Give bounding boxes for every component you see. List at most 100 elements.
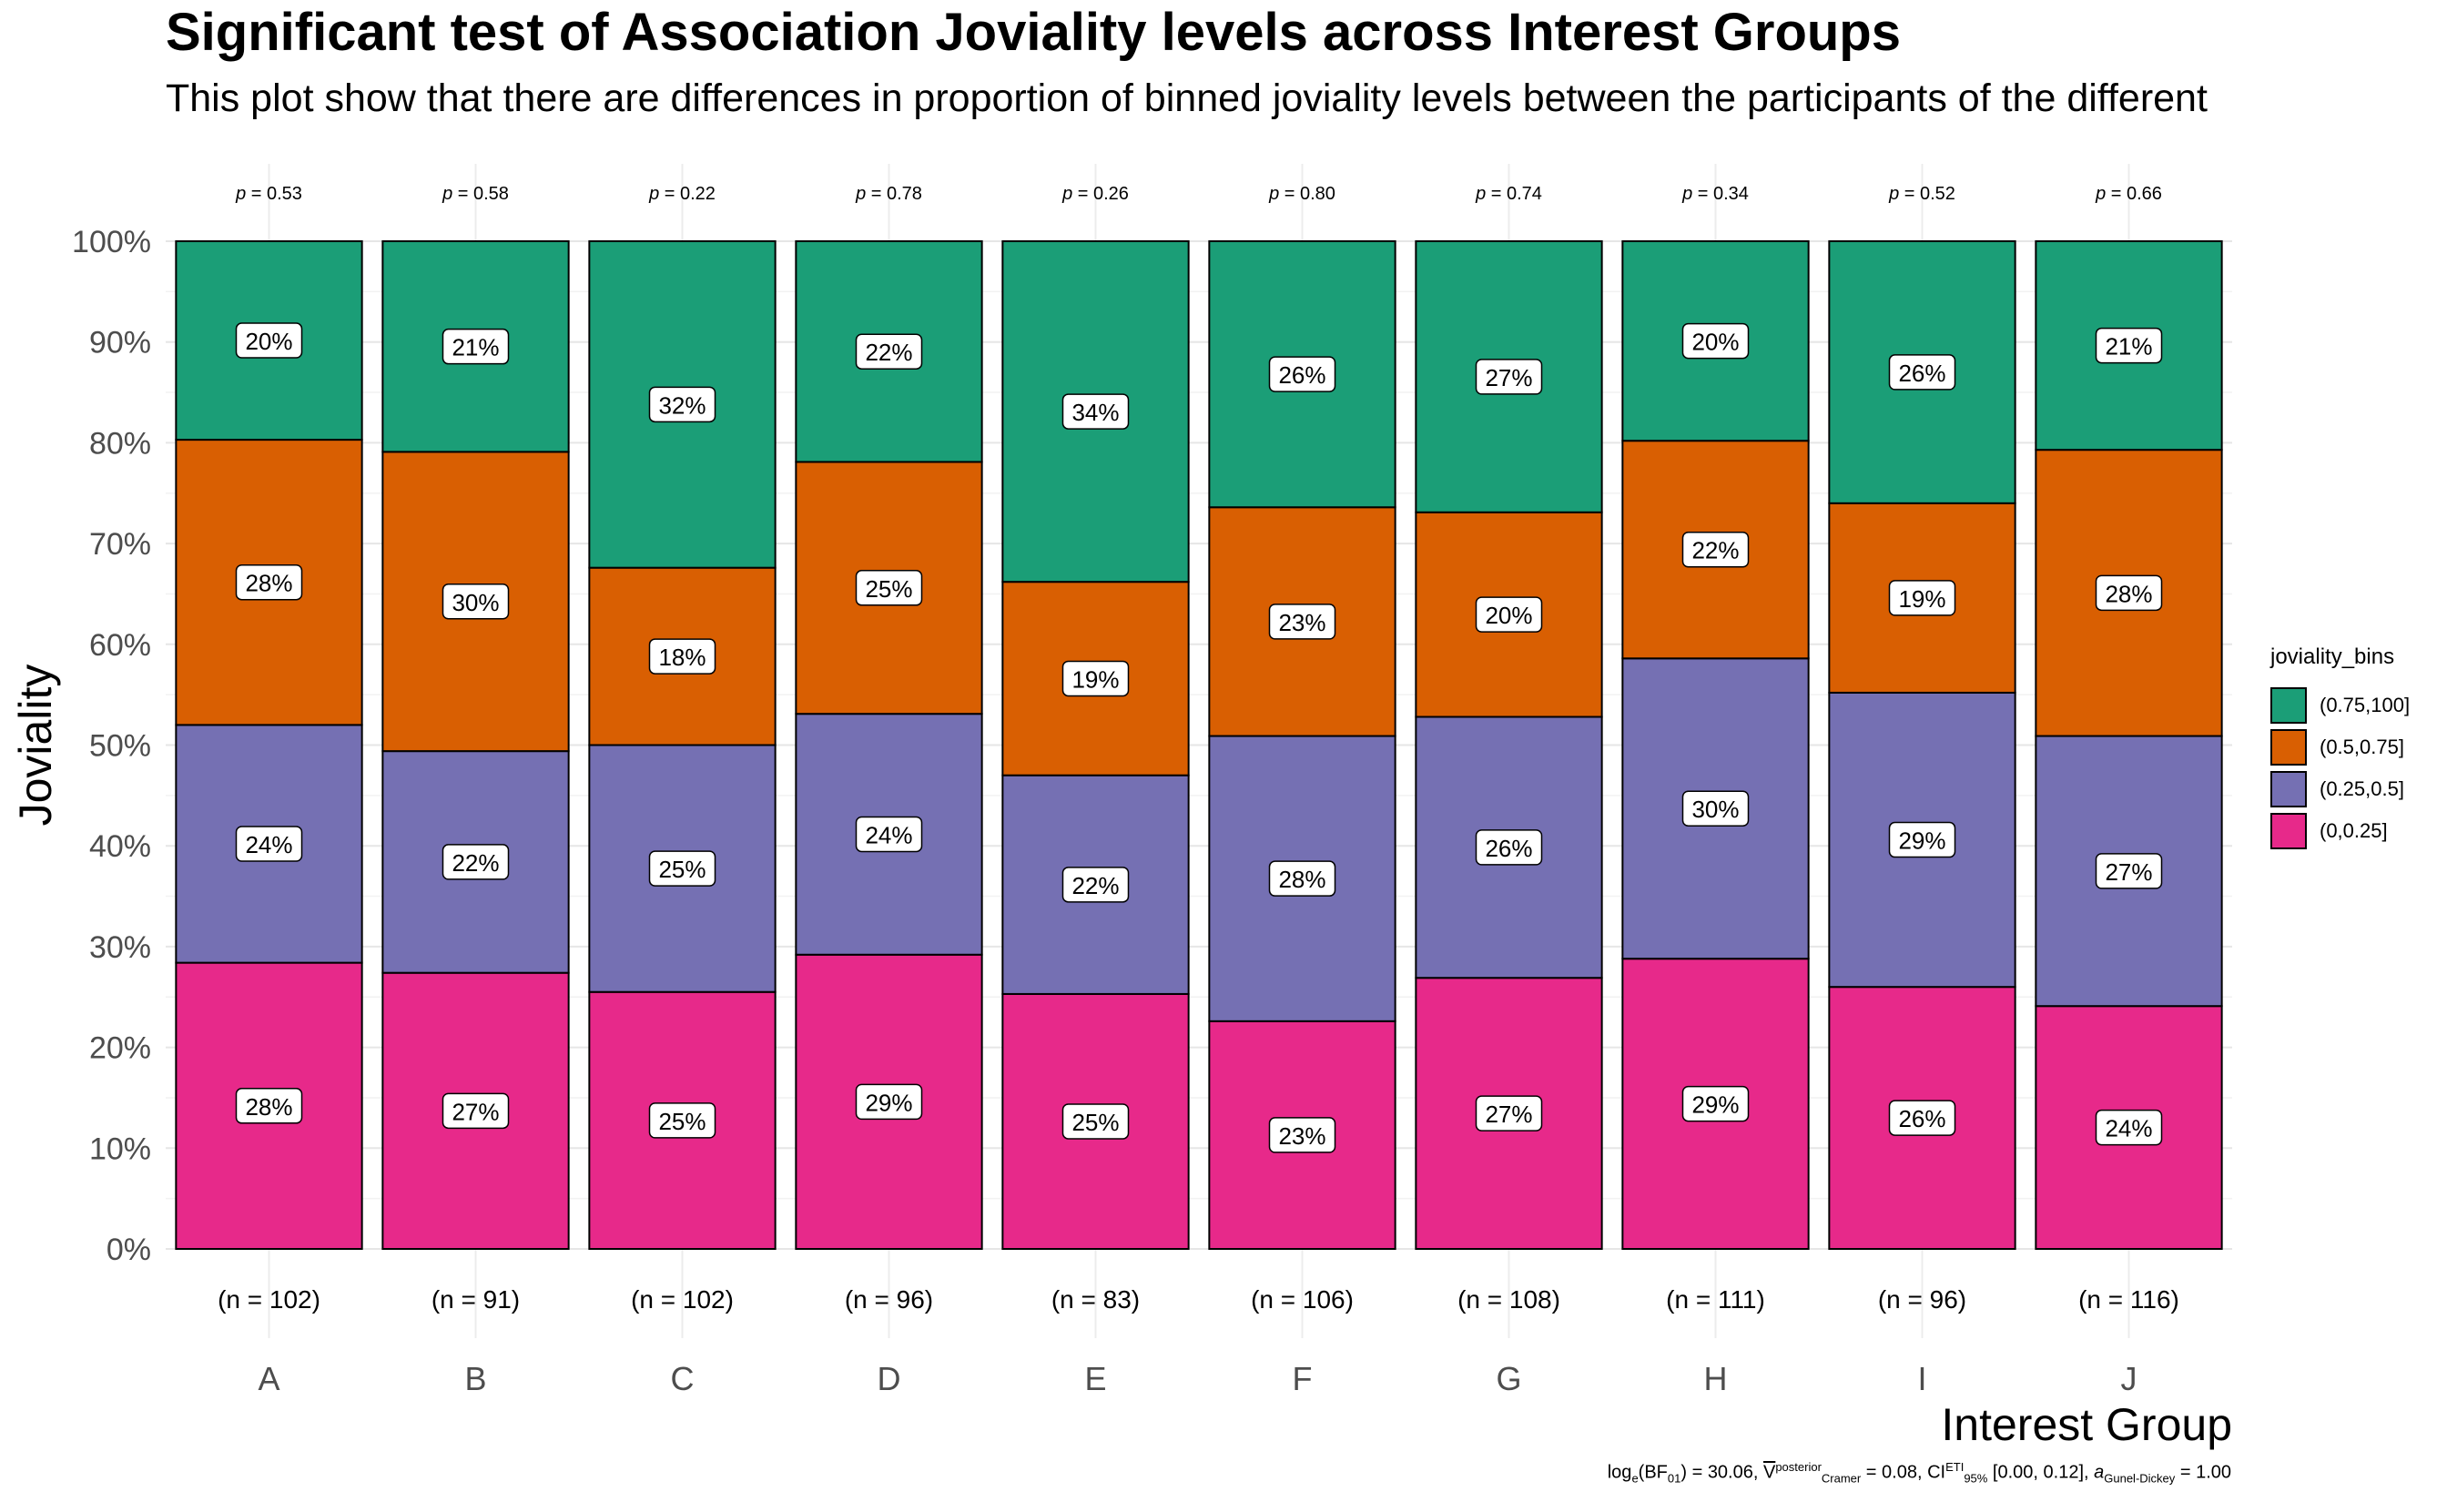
data-label: 22% <box>1071 872 1119 899</box>
data-label: 23% <box>1278 1122 1325 1150</box>
data-label: 29% <box>1898 827 1945 855</box>
data-label-box <box>1061 393 1130 430</box>
data-label: 32% <box>658 391 706 419</box>
data-label: 28% <box>245 1093 292 1121</box>
sample-size-label: (n = 106) <box>1251 1285 1354 1314</box>
data-label: 19% <box>1898 585 1945 613</box>
data-label: 24% <box>865 821 912 848</box>
data-label-box <box>1475 359 1543 395</box>
y-tick-label: 80% <box>89 426 151 461</box>
data-label-box <box>648 1102 716 1139</box>
data-label-box <box>1475 1095 1543 1131</box>
sample-size-label: (n = 96) <box>1878 1285 1966 1314</box>
sample-size-label: (n = 111) <box>1666 1285 1765 1314</box>
data-label: 27% <box>1485 364 1532 391</box>
data-label: 25% <box>865 575 912 603</box>
data-label-box <box>1681 531 1750 568</box>
p-value-label: p = 0.26 <box>1061 184 1129 204</box>
x-tick-label: E <box>1084 1360 1106 1397</box>
p-value-label: p = 0.74 <box>1475 184 1542 204</box>
legend-label: (0.25,0.5] <box>2320 777 2404 800</box>
data-label: 21% <box>2105 333 2152 360</box>
data-label: 29% <box>1691 1091 1739 1119</box>
data-label-box <box>235 826 303 862</box>
legend-swatch <box>2270 813 2307 849</box>
bar-segment <box>1001 240 1190 583</box>
sample-size-label: (n = 96) <box>845 1285 933 1314</box>
statistics-caption: loge(BF01) = 30.06, VposteriorCramer = 0… <box>1607 1460 2231 1486</box>
data-label-box <box>1888 821 1956 858</box>
data-label-box <box>1681 790 1750 827</box>
data-label-box <box>442 583 510 620</box>
legend-swatch <box>2270 771 2307 807</box>
data-label-box <box>1475 596 1543 633</box>
x-tick-label: C <box>671 1360 695 1397</box>
y-tick-label: 100% <box>72 225 151 259</box>
data-label-box <box>1061 1103 1130 1140</box>
bar-segment <box>1415 240 1603 513</box>
data-label-box <box>235 322 303 359</box>
sample-size-label: (n = 91) <box>432 1285 520 1314</box>
data-label-box <box>855 1083 923 1121</box>
data-label-box <box>2095 574 2163 612</box>
data-label-box <box>855 333 923 370</box>
data-label-box <box>235 563 303 601</box>
data-label: 22% <box>865 339 912 366</box>
data-label: 29% <box>865 1089 912 1116</box>
data-label-box <box>442 1092 510 1130</box>
y-tick-label: 30% <box>89 930 151 965</box>
data-label: 22% <box>452 849 499 877</box>
data-label-box <box>442 328 510 365</box>
legend-swatch <box>2270 729 2307 766</box>
x-tick-label: A <box>258 1360 279 1397</box>
data-label-box <box>648 850 716 887</box>
x-tick-label: H <box>1704 1360 1728 1397</box>
legend-item: (0.25,0.5] <box>2270 768 2410 810</box>
data-label-box <box>1681 1085 1750 1122</box>
legend-label: (0,0.25] <box>2320 819 2388 842</box>
data-label-box <box>1268 1117 1336 1153</box>
y-tick-label: 90% <box>89 326 151 360</box>
p-value-label: p = 0.80 <box>1268 184 1335 204</box>
data-label: 28% <box>2105 580 2152 607</box>
y-tick-label: 40% <box>89 829 151 864</box>
sample-size-label: (n = 102) <box>631 1285 734 1314</box>
legend-label: (0.5,0.75] <box>2320 736 2404 758</box>
p-value-label: p = 0.66 <box>2095 184 2162 204</box>
data-label: 30% <box>452 589 499 616</box>
data-label-box <box>1061 867 1130 903</box>
legend: joviality_bins (0.75,100] (0.5,0.75] (0.… <box>2270 644 2410 852</box>
data-label: 24% <box>2105 1115 2152 1142</box>
data-label-box <box>855 570 923 606</box>
p-value-label: p = 0.58 <box>442 184 509 204</box>
sample-size-label: (n = 116) <box>2078 1285 2179 1314</box>
legend-label: (0.75,100] <box>2320 694 2411 716</box>
data-label-box <box>1268 356 1336 392</box>
data-label: 28% <box>1278 866 1325 893</box>
x-tick-label: B <box>464 1360 486 1397</box>
legend-swatch <box>2270 687 2307 724</box>
x-tick-label: J <box>2121 1360 2137 1397</box>
y-axis-title: Joviality <box>10 665 61 827</box>
data-label: 22% <box>1691 537 1739 564</box>
sample-size-label: (n = 83) <box>1051 1285 1140 1314</box>
y-tick-label: 60% <box>89 628 151 663</box>
data-label-box <box>1888 354 1956 391</box>
data-label: 26% <box>1485 835 1532 862</box>
data-label: 27% <box>1485 1101 1532 1128</box>
data-label: 19% <box>1071 665 1119 693</box>
p-value-label: p = 0.78 <box>855 184 922 204</box>
x-tick-label: I <box>1917 1360 1926 1397</box>
y-tick-label: 70% <box>89 527 151 562</box>
data-label: 26% <box>1278 361 1325 389</box>
chart-title: Significant test of Association Jovialit… <box>166 3 1901 62</box>
x-tick-label: D <box>878 1360 901 1397</box>
p-value-label: p = 0.22 <box>648 184 716 204</box>
data-label: 21% <box>452 334 499 361</box>
data-label: 26% <box>1898 1105 1945 1132</box>
data-label: 24% <box>245 831 292 858</box>
data-label: 25% <box>658 1108 706 1135</box>
data-label: 30% <box>1691 796 1739 823</box>
data-label-box <box>442 844 510 880</box>
data-label: 20% <box>245 328 292 355</box>
